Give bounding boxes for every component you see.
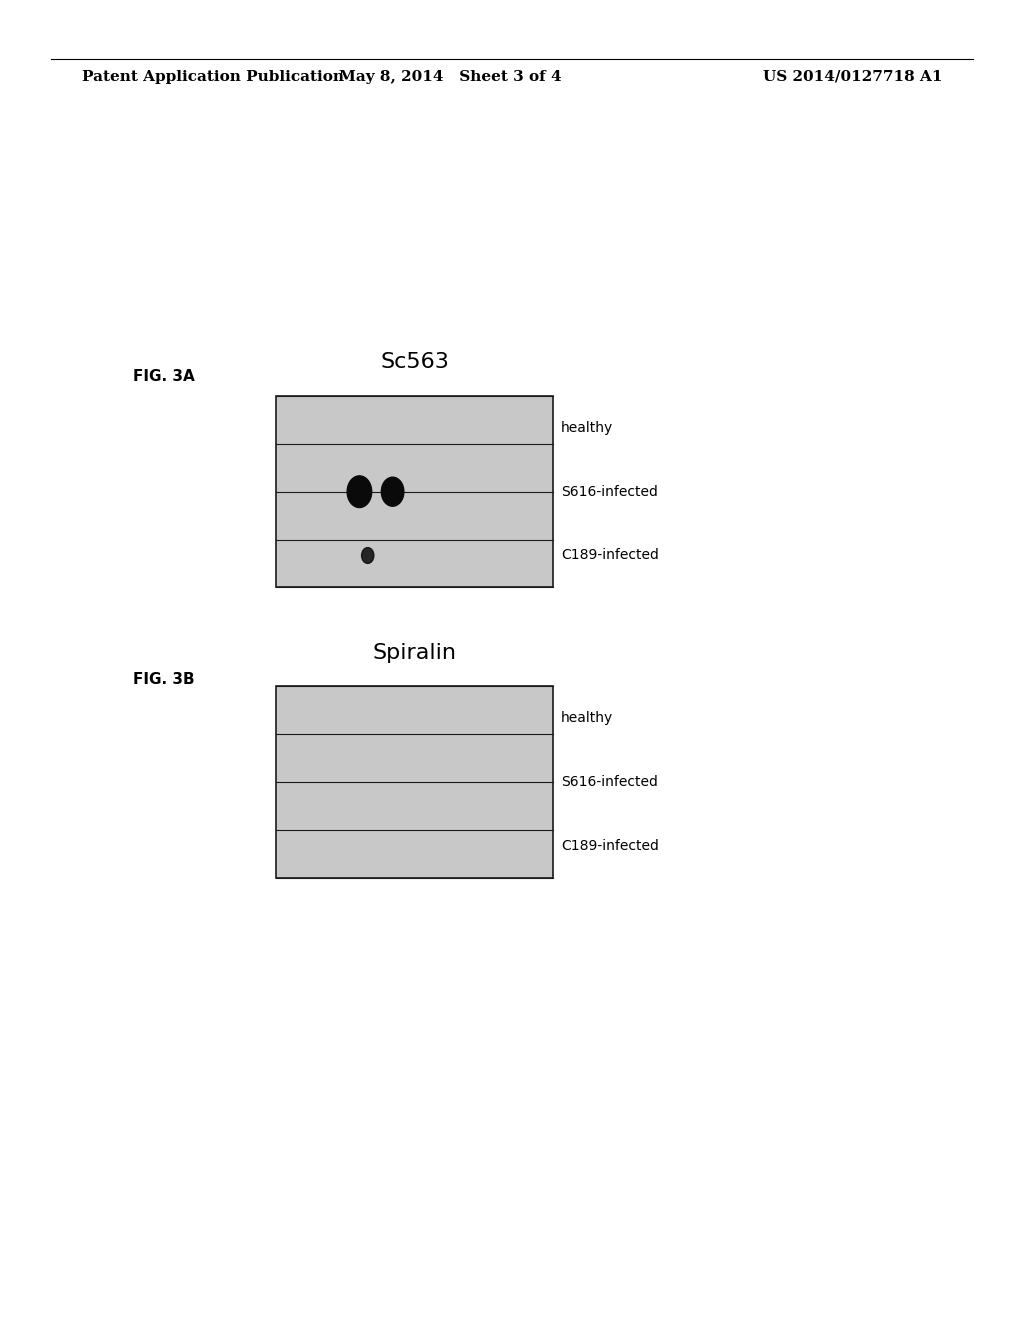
Text: healthy: healthy <box>561 421 613 434</box>
Text: Spiralin: Spiralin <box>373 643 457 663</box>
Text: Patent Application Publication: Patent Application Publication <box>82 70 344 83</box>
Text: S616-infected: S616-infected <box>561 775 658 789</box>
FancyBboxPatch shape <box>276 686 553 878</box>
Text: FIG. 3A: FIG. 3A <box>133 368 195 384</box>
Text: FIG. 3B: FIG. 3B <box>133 672 195 688</box>
Text: S616-infected: S616-infected <box>561 484 658 499</box>
Circle shape <box>361 548 374 564</box>
Text: C189-infected: C189-infected <box>561 840 659 853</box>
Text: May 8, 2014   Sheet 3 of 4: May 8, 2014 Sheet 3 of 4 <box>339 70 562 83</box>
Text: C189-infected: C189-infected <box>561 549 659 562</box>
Text: Sc563: Sc563 <box>380 352 450 372</box>
Circle shape <box>381 477 403 506</box>
Circle shape <box>347 475 372 507</box>
Text: US 2014/0127718 A1: US 2014/0127718 A1 <box>763 70 942 83</box>
FancyBboxPatch shape <box>276 396 553 587</box>
Text: healthy: healthy <box>561 711 613 725</box>
